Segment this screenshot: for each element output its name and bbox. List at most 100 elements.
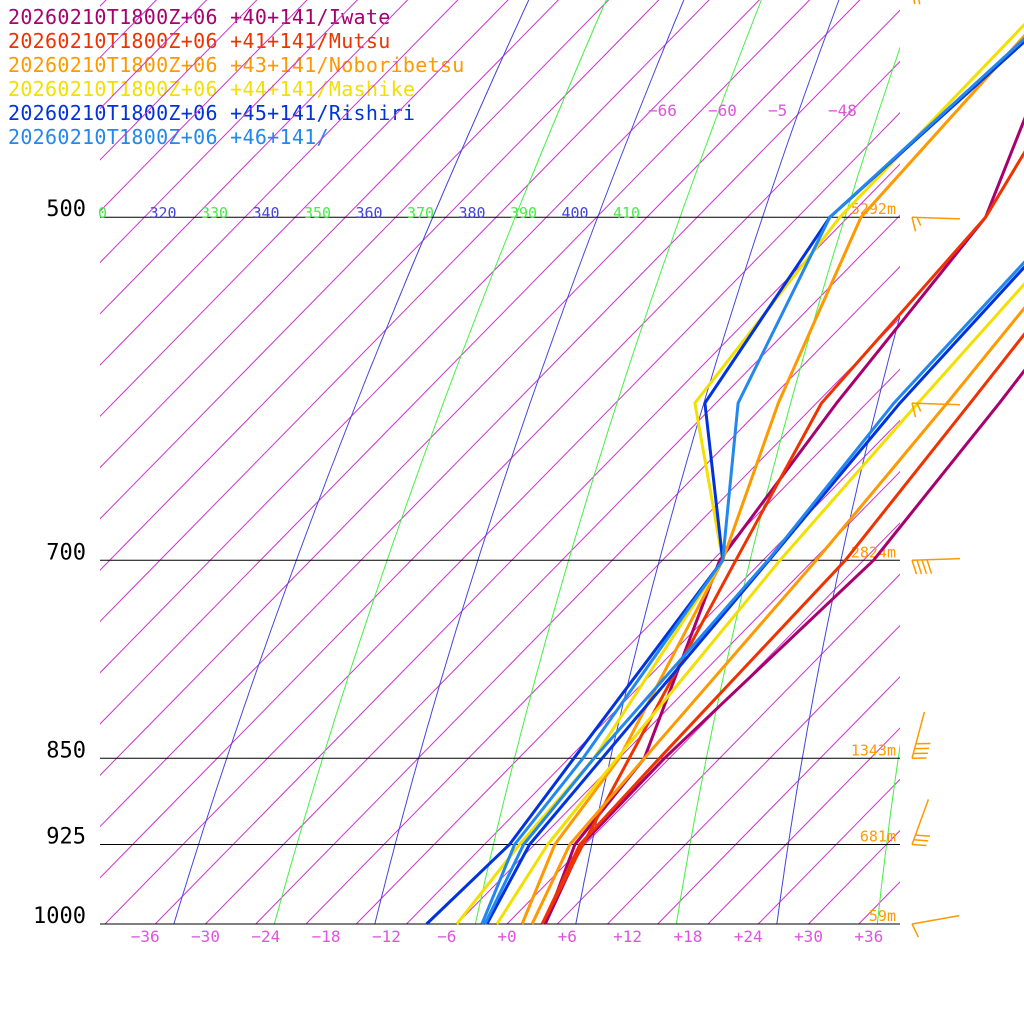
theta-label: 330 <box>201 204 228 222</box>
dewpoint-line <box>540 150 1024 925</box>
wind-barb-feather <box>921 559 928 575</box>
x-tick-label: +0 <box>497 927 516 946</box>
series-4 <box>425 39 1024 926</box>
theta-label: 0 <box>98 204 107 222</box>
pressure-labels: 1001502002503005007008509251000 <box>33 197 86 929</box>
temperature-line <box>485 265 1024 925</box>
x-tick-label: +30 <box>794 927 823 946</box>
isotherm-top-label: −48 <box>828 101 857 120</box>
isotherm-line <box>506 522 900 924</box>
x-tick-label: −24 <box>251 927 280 946</box>
theta-labels: 0 320 330 340 350 360 370 380 390 400 410 <box>98 204 640 222</box>
x-tick-label: +6 <box>558 927 577 946</box>
wind-barb <box>911 799 930 847</box>
temperature-line <box>543 368 1024 925</box>
isotherm-line <box>100 0 811 725</box>
wind-barb-feather <box>911 923 920 938</box>
theta-label: 350 <box>304 204 331 222</box>
theta-label: 400 <box>562 204 589 222</box>
height-label: 59m <box>869 907 896 925</box>
pressure-label: 500 <box>46 197 86 222</box>
height-label: 5292m <box>851 200 896 218</box>
isotherm-line <box>100 0 660 571</box>
temperature-axis-ticks: −36 −30 −24 −18 −12 −6 +0 +6 +12 +18 +24 +30 +36 <box>131 927 884 946</box>
x-tick-label: +24 <box>734 927 763 946</box>
x-tick-label: −12 <box>372 927 401 946</box>
legend-entry-46n: 20260210T1800Z+06 +46+141/ <box>8 125 329 149</box>
isotherm-line <box>100 60 900 879</box>
temperature-line <box>530 306 1024 925</box>
isotherm-line <box>100 0 208 110</box>
isotherm-line <box>100 0 258 161</box>
isotherm-top-label: −5 <box>768 101 787 120</box>
isotherm-lines <box>0 0 1024 924</box>
wind-barb-feather <box>916 559 923 575</box>
temperature-line <box>495 282 1024 925</box>
series-1 <box>540 150 1024 925</box>
isotherm-line <box>100 0 610 520</box>
dry-adiabat-line <box>675 46 900 924</box>
isotherm-top-label: −66 <box>648 101 677 120</box>
wind-barb <box>911 914 960 938</box>
pressure-label: 700 <box>46 540 86 565</box>
dry-adiabat-lines <box>173 0 900 924</box>
isotherm-line <box>104 112 900 924</box>
dry-adiabat-line <box>173 0 530 924</box>
isotherm-line <box>858 881 900 924</box>
series-0 <box>543 116 1024 925</box>
wind-barb-shaft <box>911 402 960 406</box>
series-3 <box>455 22 1024 925</box>
height-label: 1343m <box>851 741 896 759</box>
legend-entry-rishiri: 20260210T1800Z+06 +45+141/Rishiri <box>8 101 416 125</box>
dry-adiabat-line <box>374 0 685 924</box>
pressure-label: 850 <box>46 738 86 763</box>
wind-barb-feather <box>916 217 922 226</box>
x-tick-label: +36 <box>854 927 883 946</box>
isotherm-line <box>100 0 409 315</box>
theta-label: 320 <box>150 204 177 222</box>
temperature-line <box>483 260 1024 925</box>
isotherm-line <box>205 214 900 924</box>
dewpoint-line <box>520 33 1024 925</box>
isotherm-line <box>305 317 900 924</box>
isotherm-line <box>100 0 861 776</box>
wind-barb <box>911 557 960 575</box>
isotherm-line <box>0 0 1024 924</box>
wind-barb <box>911 402 960 418</box>
dry-adiabat-line <box>273 0 607 924</box>
pressure-label: 1000 <box>33 904 86 929</box>
theta-label: 360 <box>356 204 383 222</box>
isotherm-top-labels: −66 −60 −5 −48 <box>648 101 857 120</box>
isotherm-line <box>0 0 1024 924</box>
wind-barb-feather <box>911 402 917 418</box>
wind-barb-feather <box>915 834 930 837</box>
isotherm-line <box>0 0 1024 924</box>
isotherm-line <box>0 0 1024 924</box>
wind-barb-feather <box>911 560 918 575</box>
x-tick-label: −36 <box>131 927 160 946</box>
wind-barb <box>913 0 921 5</box>
isobar-lines <box>100 216 900 925</box>
isotherm-line <box>0 0 1024 924</box>
x-tick-label: −18 <box>312 927 341 946</box>
wind-barb-shaft <box>911 799 930 845</box>
wind-barb-feather <box>913 0 916 5</box>
theta-label: 340 <box>253 204 280 222</box>
legend-entry-mashike: 20260210T1800Z+06 +44+141/Mashike <box>8 77 416 101</box>
wind-barb-feather <box>918 0 921 5</box>
legend-entry-noboribetsu: 20260210T1800Z+06 +43+141/Noboribetsu <box>8 53 465 77</box>
isotherm-line <box>100 0 760 674</box>
wind-barb-shaft <box>911 216 960 220</box>
theta-label: 380 <box>459 204 486 222</box>
dry-adiabat-line <box>474 0 762 924</box>
dry-adiabat-line <box>876 743 900 924</box>
x-tick-label: −6 <box>437 927 456 946</box>
wind-barb-shaft <box>911 914 960 925</box>
wind-barbs <box>911 0 960 938</box>
isotherm-line <box>154 163 900 924</box>
isotherm-line <box>100 0 308 212</box>
isotherm-line <box>100 9 900 828</box>
theta-label: 410 <box>613 204 640 222</box>
isotherm-line <box>100 0 358 264</box>
x-tick-label: +18 <box>673 927 702 946</box>
